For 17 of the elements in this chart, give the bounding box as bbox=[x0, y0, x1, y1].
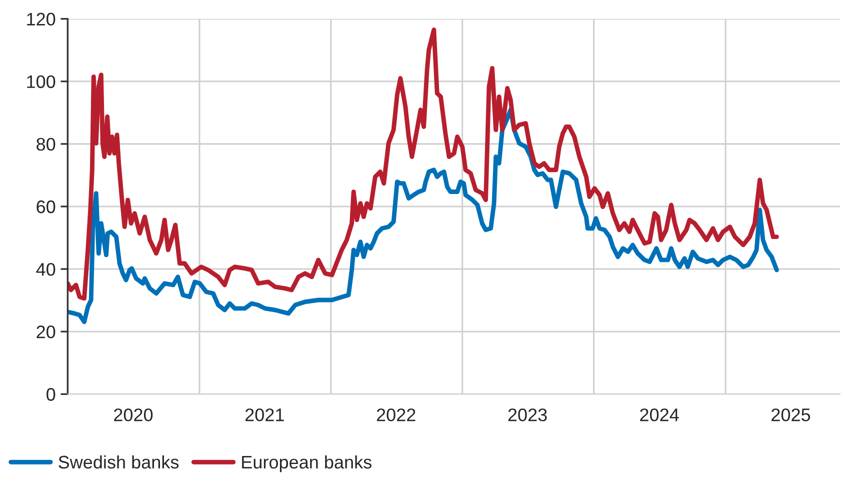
x-tick-label: 2025 bbox=[772, 408, 810, 422]
y-tick-label: 100 bbox=[27, 75, 56, 88]
x-tick-label: 2022 bbox=[376, 408, 416, 422]
y-tick-label: 80 bbox=[36, 138, 56, 151]
x-tick-label: 2023 bbox=[508, 408, 547, 422]
y-tick-label: 20 bbox=[36, 326, 56, 338]
y-tick-label: 40 bbox=[36, 262, 56, 276]
line-series bbox=[68, 28, 779, 301]
x-tick-label: 2020 bbox=[114, 408, 153, 422]
legend-label: European banks bbox=[242, 455, 372, 472]
legend-label: Swedish banks bbox=[58, 455, 179, 469]
x-tick-label: 2021 bbox=[245, 408, 284, 422]
y-tick-label: 0 bbox=[46, 388, 56, 401]
y-tick-label: 120 bbox=[27, 12, 56, 26]
x-tick-label: 2024 bbox=[640, 408, 679, 422]
line-series bbox=[68, 108, 779, 324]
y-tick-label: 60 bbox=[36, 200, 56, 214]
